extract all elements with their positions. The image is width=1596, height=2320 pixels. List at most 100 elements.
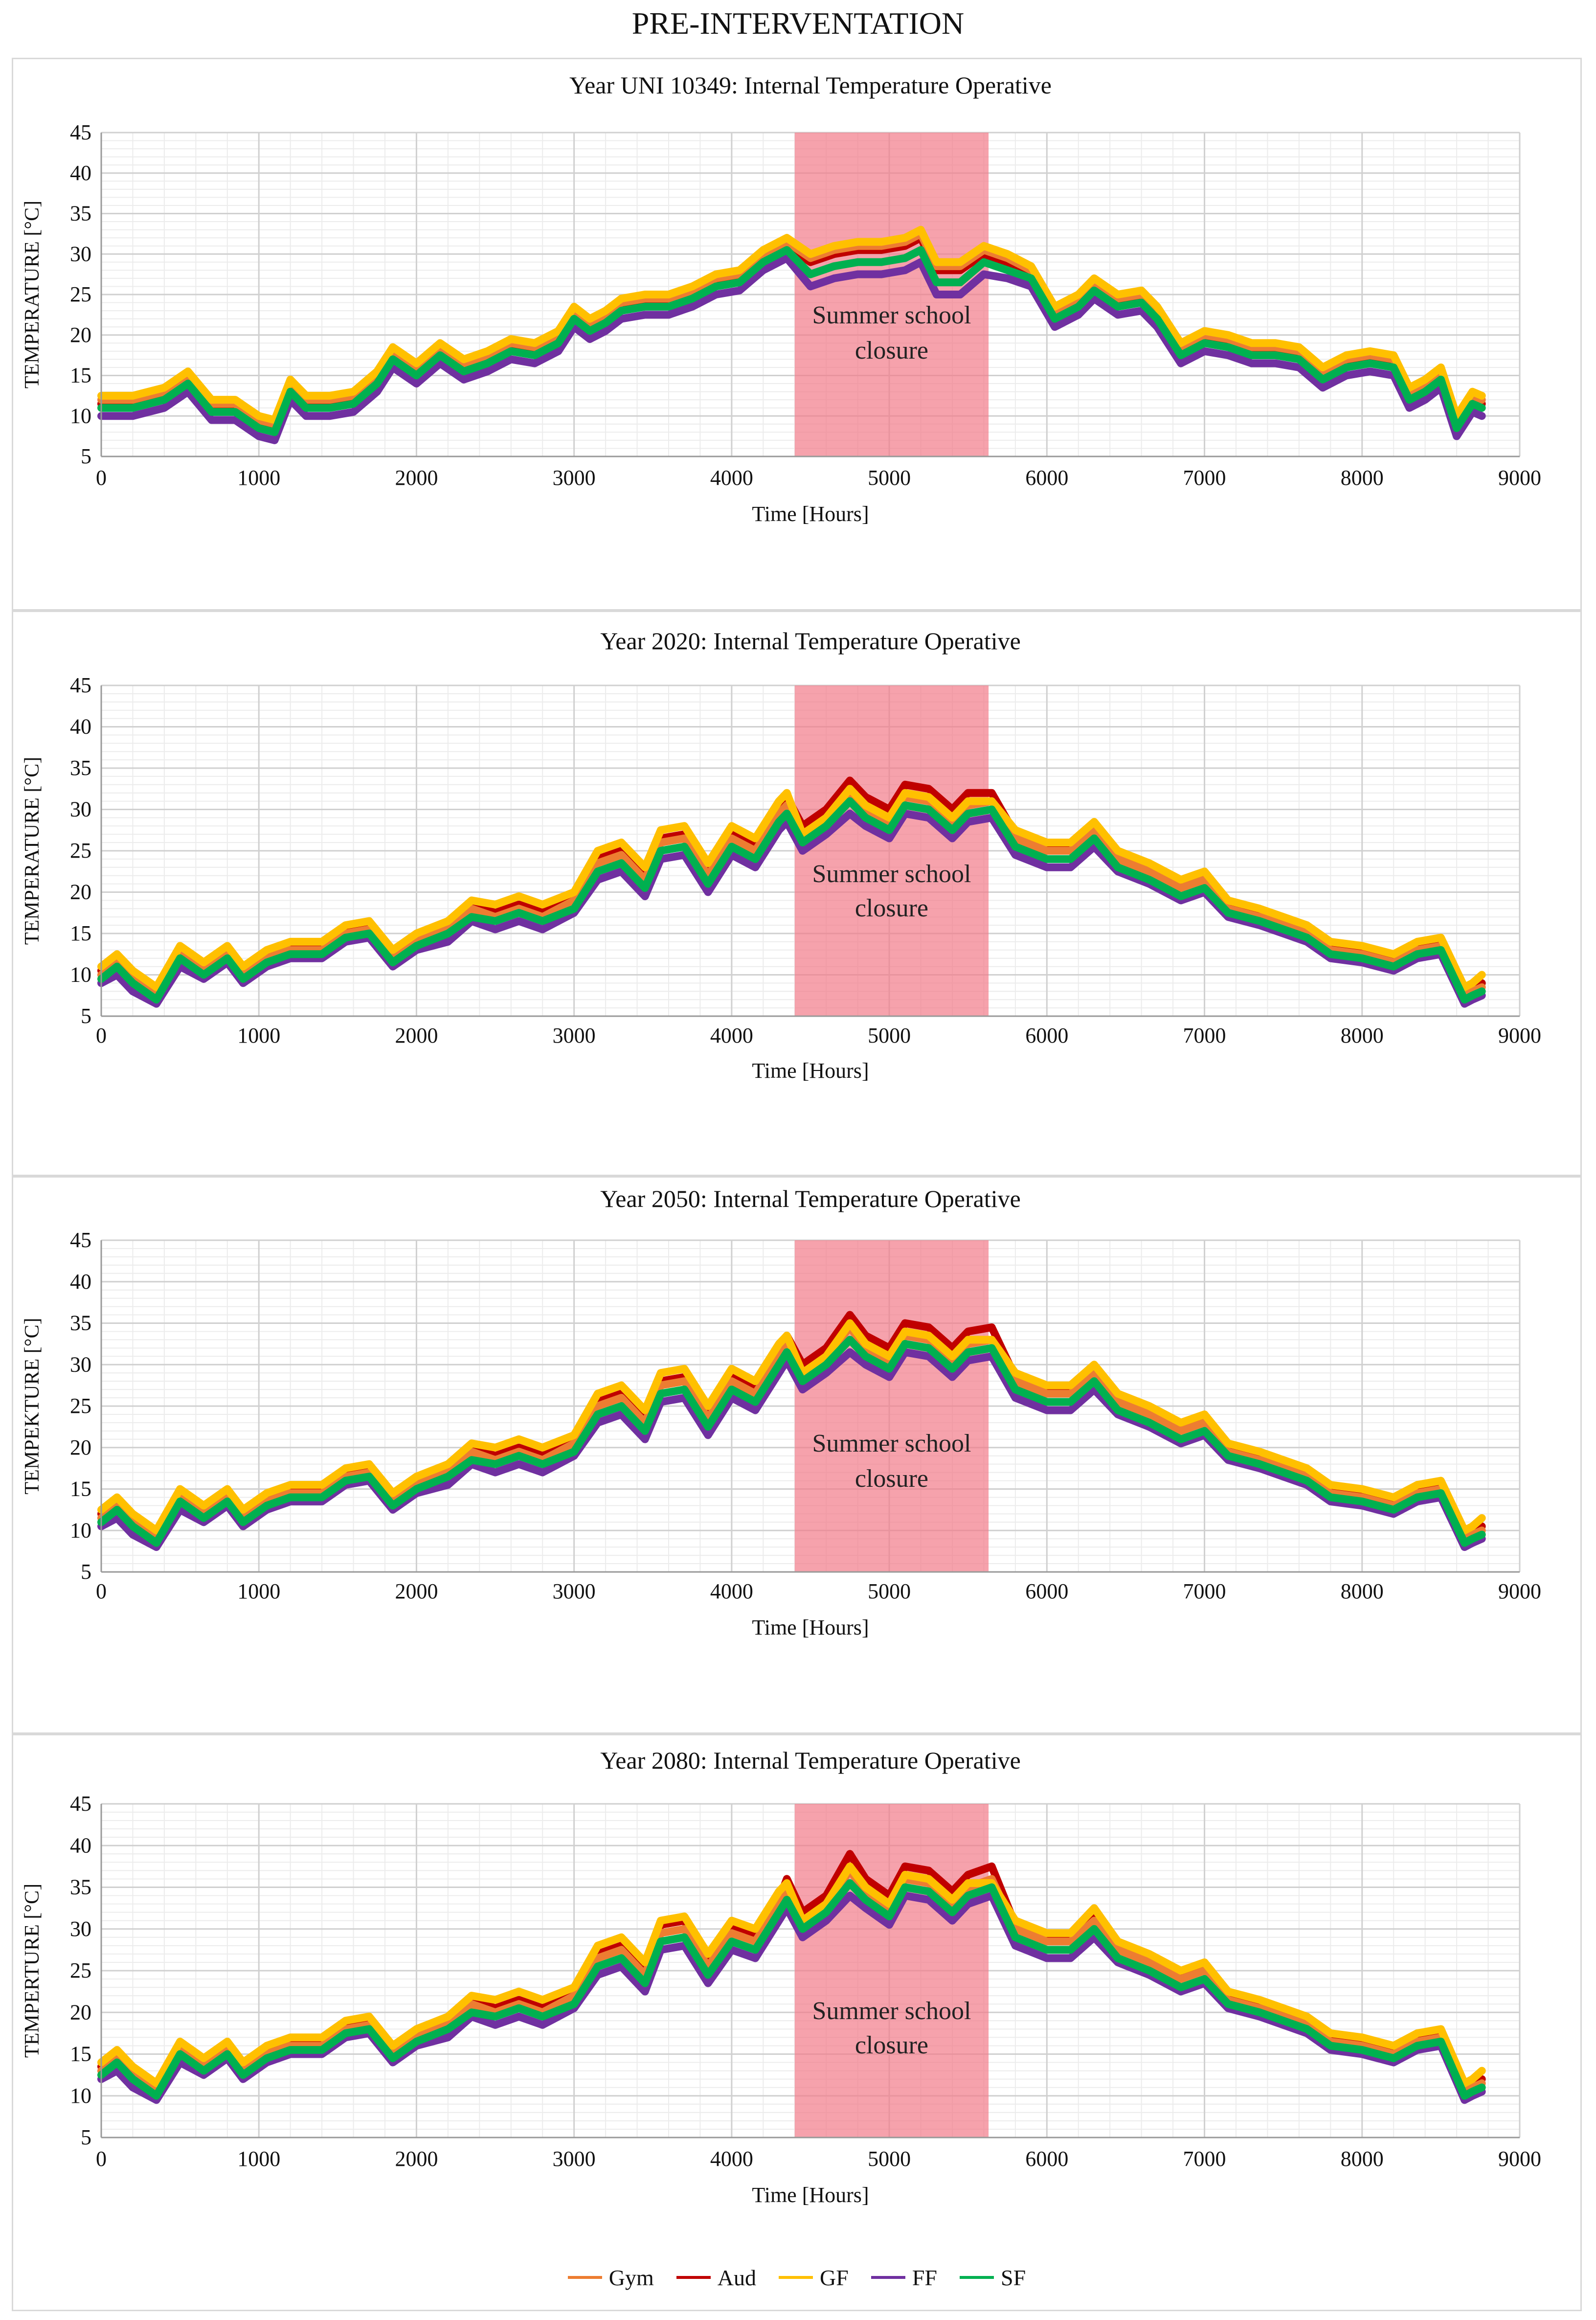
y-tick-label: 30 xyxy=(70,1352,91,1376)
y-tick-label: 15 xyxy=(70,1477,91,1501)
summer-closure-band xyxy=(794,1240,989,1572)
y-tick-label: 10 xyxy=(70,404,91,428)
x-tick-label: 0 xyxy=(96,2147,107,2171)
y-tick-label: 5 xyxy=(81,444,91,468)
x-axis-label: Time [Hours] xyxy=(752,1059,869,1083)
chart-2080: Year 2080: Internal Temperature Operativ… xyxy=(21,1747,1541,2207)
series-line-sf xyxy=(97,1879,1486,2100)
summer-closure-band xyxy=(794,685,989,1016)
x-axis-label: Time [Hours] xyxy=(752,502,869,526)
annotation-line1: Summer school xyxy=(812,1430,971,1457)
x-tick-label: 2000 xyxy=(395,466,438,490)
x-tick-label: 1000 xyxy=(237,2147,280,2171)
chart-uni10349: Year UNI 10349: Internal Temperature Ope… xyxy=(21,71,1541,526)
annotation-line1: Summer school xyxy=(812,860,971,888)
y-tick-label: 15 xyxy=(70,2042,91,2066)
x-tick-label: 0 xyxy=(96,466,107,490)
y-tick-label: 40 xyxy=(70,161,91,185)
x-axis-label: Time [Hours] xyxy=(752,2183,869,2207)
legend-label-ff: FF xyxy=(912,2265,938,2290)
y-tick-label: 5 xyxy=(81,1560,91,1584)
series-line-sf xyxy=(97,797,1486,1004)
x-tick-label: 5000 xyxy=(868,466,911,490)
x-tick-label: 3000 xyxy=(553,1024,596,1047)
chart-title: Year 2080: Internal Temperature Operativ… xyxy=(600,1747,1021,1774)
series-line-sf xyxy=(97,1336,1486,1547)
x-tick-label: 7000 xyxy=(1183,2147,1226,2171)
legend-label-gym: Gym xyxy=(608,2265,654,2290)
legend-label-aud: Aud xyxy=(717,2265,757,2290)
series-line-gf xyxy=(97,1319,1486,1535)
x-tick-label: 6000 xyxy=(1025,1024,1068,1047)
y-tick-label: 30 xyxy=(70,242,91,266)
series-line-gym xyxy=(97,229,1486,428)
x-tick-label: 9000 xyxy=(1498,1579,1541,1603)
x-tick-label: 5000 xyxy=(868,1024,911,1047)
y-tick-label: 30 xyxy=(70,797,91,821)
series-lines xyxy=(97,1311,1486,1551)
x-tick-label: 8000 xyxy=(1341,466,1384,490)
x-tick-label: 2000 xyxy=(395,2147,438,2171)
x-tick-label: 9000 xyxy=(1498,466,1541,490)
legend-item-gf: GF xyxy=(779,2265,849,2291)
x-tick-label: 9000 xyxy=(1498,1024,1541,1047)
y-tick-label: 45 xyxy=(70,120,91,144)
chart-title: Year 2050: Internal Temperature Operativ… xyxy=(600,1185,1021,1212)
series-line-aud xyxy=(97,234,1486,432)
y-tick-label: 25 xyxy=(70,839,91,863)
x-tick-label: 3000 xyxy=(553,466,596,490)
x-tick-label: 5000 xyxy=(868,2147,911,2171)
x-tick-label: 1000 xyxy=(237,466,280,490)
y-axis-label: TEMPERTURE [°C] xyxy=(21,1884,44,2058)
legend-label-sf: SF xyxy=(1001,2265,1026,2290)
series-line-ff xyxy=(97,1891,1486,2104)
legend-swatch-gf xyxy=(779,2276,813,2279)
x-tick-label: 1000 xyxy=(237,1579,280,1603)
x-tick-label: 1000 xyxy=(237,1024,280,1047)
y-axis-label: TEMPEKTURE [°C] xyxy=(21,1318,44,1495)
x-tick-label: 2000 xyxy=(395,1024,438,1047)
legend-item-gym: Gym xyxy=(567,2265,654,2291)
annotation-line1: Summer school xyxy=(812,1997,971,2025)
annotation-line2: closure xyxy=(855,1465,928,1493)
y-tick-label: 20 xyxy=(70,323,91,347)
series-line-gf xyxy=(97,226,1486,424)
y-tick-label: 10 xyxy=(70,1518,91,1542)
summer-closure-band xyxy=(794,1804,989,2138)
y-axis-label: TEMPERATURE [°C] xyxy=(21,201,44,388)
legend: Gym Aud GF FF SF xyxy=(12,2246,1582,2309)
series-line-gf xyxy=(97,1862,1486,2088)
legend-swatch-gym xyxy=(567,2276,602,2279)
x-tick-label: 8000 xyxy=(1341,1024,1384,1047)
chart-panel-2080: Year 2080: Internal Temperature Operativ… xyxy=(12,1734,1582,2311)
y-tick-label: 40 xyxy=(70,1833,91,1857)
y-tick-label: 45 xyxy=(70,1228,91,1252)
x-axis-label: Time [Hours] xyxy=(752,1615,869,1639)
annotation-line2: closure xyxy=(855,894,928,922)
y-tick-label: 35 xyxy=(70,202,91,226)
y-tick-label: 10 xyxy=(70,2084,91,2108)
y-tick-label: 35 xyxy=(70,1875,91,1899)
y-tick-label: 30 xyxy=(70,1917,91,1941)
x-tick-label: 0 xyxy=(96,1579,107,1603)
x-tick-label: 5000 xyxy=(868,1579,911,1603)
legend-item-aud: Aud xyxy=(676,2265,756,2291)
x-tick-label: 6000 xyxy=(1025,1579,1068,1603)
chart-title: Year UNI 10349: Internal Temperature Ope… xyxy=(569,71,1052,99)
y-tick-label: 35 xyxy=(70,1311,91,1335)
chart-panel-2050: Year 2050: Internal Temperature Operativ… xyxy=(12,1176,1582,1734)
y-tick-label: 15 xyxy=(70,364,91,387)
y-tick-label: 15 xyxy=(70,921,91,945)
annotation-line1: Summer school xyxy=(812,301,971,329)
x-tick-label: 8000 xyxy=(1341,2147,1384,2171)
annotation-line2: closure xyxy=(855,2031,928,2059)
y-tick-label: 20 xyxy=(70,880,91,904)
chart-2020: Year 2020: Internal Temperature Operativ… xyxy=(21,627,1541,1083)
y-tick-label: 5 xyxy=(81,2125,91,2149)
y-tick-label: 45 xyxy=(70,673,91,697)
x-tick-label: 2000 xyxy=(395,1579,438,1603)
x-tick-label: 7000 xyxy=(1183,466,1226,490)
legend-item-sf: SF xyxy=(960,2265,1026,2291)
x-tick-label: 4000 xyxy=(710,2147,753,2171)
series-lines xyxy=(97,1850,1486,2104)
